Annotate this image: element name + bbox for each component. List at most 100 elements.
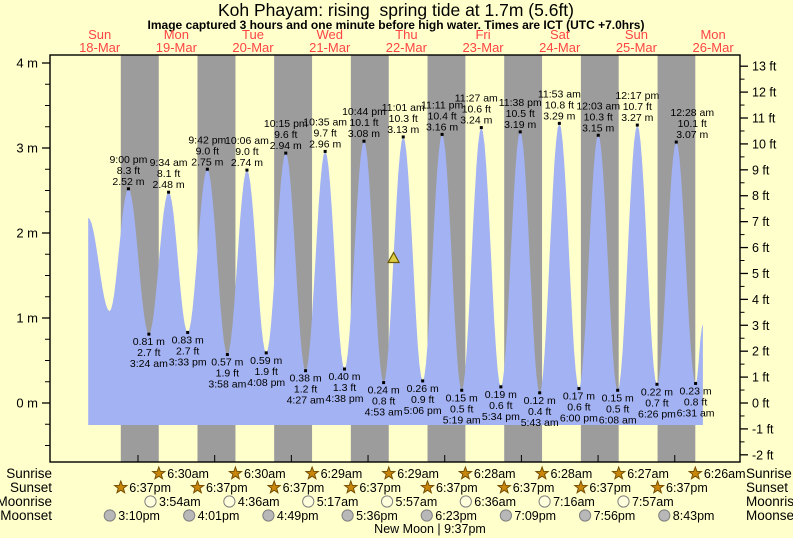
sunset-icon <box>113 479 129 494</box>
sunrise-icon <box>227 465 243 480</box>
high-tide-label: 10.3 ft <box>584 111 613 123</box>
tide-point-dot <box>304 369 308 373</box>
high-tide-label: 10:35 am <box>303 116 347 128</box>
sunrise-icon <box>304 465 320 480</box>
moonset-icon <box>103 509 116 522</box>
moonset-time: 7:09pm <box>514 509 556 523</box>
day-name: Sun <box>88 27 111 42</box>
high-tide-annotations: 9:00 pm8.3 ft2.52 m 9:34 am8.1 ft2.48 m 9:… <box>109 88 714 194</box>
day-date: 26-Mar <box>693 40 735 55</box>
axis-label-ft: 4 ft <box>752 293 770 307</box>
tide-point-dot <box>362 139 366 143</box>
low-tide-label: 6:08 am <box>599 414 637 426</box>
high-tide-label: 11:01 am <box>382 102 425 114</box>
plot-border <box>49 54 741 463</box>
high-tide-label: 10:15 pm <box>264 118 308 130</box>
low-tide-annotations: 0.81 m2.7 ft3:24 am0.83 m2.7 ft3:33 pm 0.… <box>130 330 715 429</box>
moonset-time: 6:23pm <box>435 509 477 523</box>
plot-frame <box>49 54 741 463</box>
day-date: 21-Mar <box>309 40 351 55</box>
sunset-icon <box>343 479 359 494</box>
axis-label-ft: 1 ft <box>752 371 770 385</box>
high-tide-label: 9.0 ft <box>235 146 258 158</box>
low-tide-label: 0.12 m <box>524 395 556 407</box>
low-tide-label: 3:24 am <box>130 358 168 370</box>
day-name: Mon <box>164 27 189 42</box>
tide-point-dot <box>147 332 151 336</box>
sunrise-icon <box>381 465 397 480</box>
high-tide-label: 10.1 ft <box>678 118 707 130</box>
sunset-icon <box>573 479 589 494</box>
day-name: Sat <box>550 27 570 42</box>
high-tide-label: 3.15 m <box>582 122 614 134</box>
moonset-icon <box>578 509 592 522</box>
tide-curve <box>88 123 703 426</box>
tide-point-dot <box>401 135 405 139</box>
high-tide-label: 12:17 pm <box>615 90 659 102</box>
low-tide-label: 1.9 ft <box>255 366 278 378</box>
high-tide-label: 3.16 m <box>426 121 458 133</box>
low-tide-label: 0.15 m <box>602 392 634 404</box>
day-date: 25-Mar <box>616 40 658 55</box>
low-tide-label: 0.23 m <box>680 385 712 397</box>
axis-label-ft: 12 ft <box>752 86 777 100</box>
day-name: Sun <box>625 27 648 42</box>
low-tide-label: 0.8 ft <box>684 396 707 408</box>
axis-label-ft: 3 ft <box>752 319 770 333</box>
high-tide-label: 11:53 am <box>538 88 581 100</box>
moonrise-time: 4:36am <box>238 495 280 509</box>
tide-point-dot <box>342 367 346 371</box>
high-tide-label: 9.7 ft <box>313 127 336 139</box>
row-label-left: Sunrise <box>6 466 52 481</box>
high-tide-label: 10.6 ft <box>462 104 491 116</box>
sunset-time: 6:37pm <box>666 481 708 495</box>
low-tide-label: 0.22 m <box>641 386 673 398</box>
moonset-icon <box>499 509 513 522</box>
sunrise-time: 6:28am <box>474 467 516 481</box>
sunrise-time: 6:30am <box>167 467 209 481</box>
row-label-right: Moonrise <box>746 494 793 509</box>
moonrise-icon <box>538 495 551 508</box>
low-tide-label: 4:53 am <box>365 407 403 419</box>
tide-point-dot <box>264 351 268 355</box>
page-title: Koh Phayam: rising spring tide at 1.7m (… <box>218 0 574 20</box>
tide-point-dot <box>460 388 464 392</box>
low-tide-label: 0.7 ft <box>645 397 668 409</box>
low-tide-label: 0.17 m <box>563 391 595 403</box>
high-tide-label: 8.3 ft <box>117 165 140 177</box>
sunset-time: 6:37pm <box>589 481 631 495</box>
day-date: 24-Mar <box>539 40 581 55</box>
moonset-icon <box>341 509 354 522</box>
tide-point-dot <box>245 168 249 172</box>
page-subtitle: Image captured 3 hours and one minute be… <box>148 18 645 32</box>
sunset-icon <box>189 479 206 494</box>
high-tide-label: 3.29 m <box>543 110 575 122</box>
low-tide-label: 2.7 ft <box>176 345 199 357</box>
axis-label-ft: 7 ft <box>752 215 770 229</box>
low-tide-label: 0.59 m <box>250 355 282 367</box>
moonset-time: 5:36pm <box>356 509 398 523</box>
day-name: Mon <box>700 27 725 42</box>
sunset-time: 6:37pm <box>359 481 401 495</box>
tide-point-dot <box>479 126 483 130</box>
day-date: 22-Mar <box>386 40 428 55</box>
high-tide-label: 9:00 pm <box>109 154 147 166</box>
day-labels: Sun18-MarMon19-MarTue20-MarWed21-MarThu2… <box>79 27 734 55</box>
high-tide-label: 2.75 m <box>191 156 223 168</box>
low-tide-label: 0.24 m <box>368 385 400 397</box>
axis-label-ft: 13 ft <box>752 60 777 74</box>
low-tide-label: 0.6 ft <box>567 402 590 414</box>
tide-area <box>88 123 703 426</box>
low-tide-label: 0.40 m <box>328 371 360 383</box>
low-tide-label: 3:58 am <box>208 379 246 391</box>
low-tide-label: 0.5 ft <box>606 403 629 415</box>
low-tide-label: 5:34 pm <box>482 411 520 423</box>
moonset-icon <box>658 509 671 522</box>
moonrise-time: 6:36am <box>474 495 516 509</box>
high-tide-label: 10:44 pm <box>342 106 386 118</box>
sunset-time: 6:37pm <box>206 481 248 495</box>
axis-label-m: 0 m <box>16 396 38 411</box>
low-tide-label: 0.19 m <box>485 389 517 401</box>
low-tide-label: 0.5 ft <box>450 403 473 415</box>
